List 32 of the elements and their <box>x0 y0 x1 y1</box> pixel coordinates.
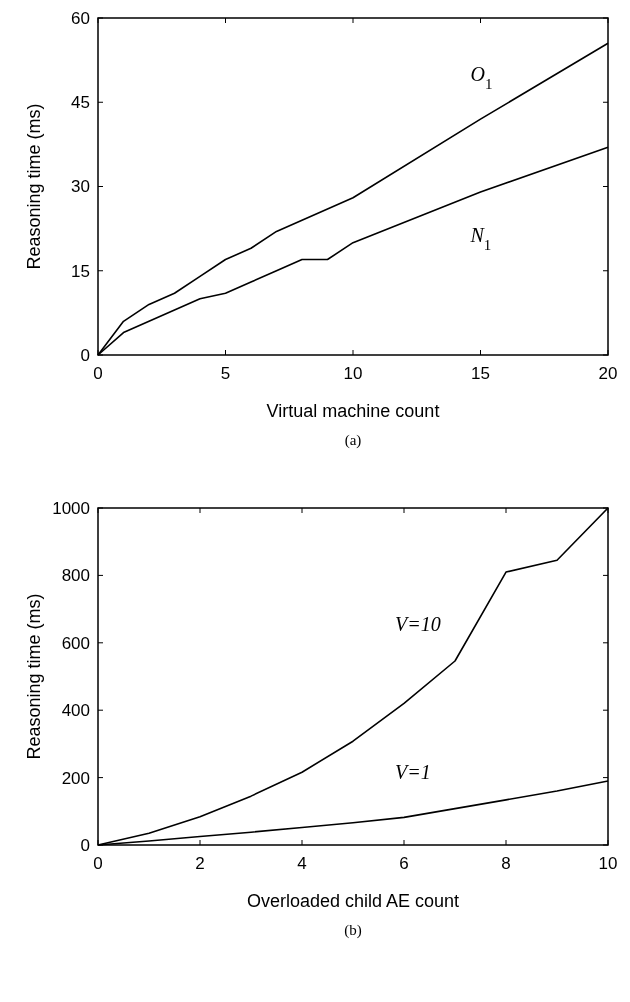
y-tick-label: 0 <box>80 835 90 855</box>
x-axis-title: Overloaded child AE count <box>246 891 460 911</box>
x-tick-label: 20 <box>598 364 618 383</box>
x-tick-label: 15 <box>471 364 490 383</box>
y-tick-label: 400 <box>61 701 90 721</box>
y-axis-title: Reasoning time (ms) <box>24 103 44 270</box>
text: (a) <box>344 432 362 449</box>
series-label: N$_{1}$ <box>469 224 492 254</box>
x-tick-label: 10 <box>598 854 618 873</box>
series-label: V=10 <box>395 613 441 635</box>
x-axis-title: Virtual machine count <box>266 401 440 421</box>
x-tick-label: 0 <box>93 854 103 873</box>
y-tick-label: 45 <box>71 93 90 113</box>
y-axis-title: Reasoning time (ms) <box>24 593 44 760</box>
x-tick-label: 10 <box>343 364 363 383</box>
x-tick-label: 2 <box>195 854 205 873</box>
y-tick-label: 200 <box>61 768 90 788</box>
x-tick-label: 6 <box>399 854 409 873</box>
y-tick-label: 60 <box>71 8 90 28</box>
y-tick-label: 30 <box>71 177 90 197</box>
series-label: O$_{1}$ <box>470 63 493 93</box>
y-tick-label: 0 <box>80 345 90 365</box>
text: (b) <box>344 922 362 939</box>
y-tick-label: 15 <box>71 261 90 281</box>
x-tick-label: 4 <box>297 854 307 873</box>
y-tick-label: 600 <box>61 633 90 653</box>
x-tick-label: 8 <box>501 854 511 873</box>
x-tick-label: 5 <box>220 364 231 383</box>
y-tick-label: 800 <box>61 566 90 586</box>
y-tick-label: 1000 <box>52 498 90 518</box>
series-label: V=1 <box>395 760 431 783</box>
x-tick-label: 0 <box>93 364 103 383</box>
